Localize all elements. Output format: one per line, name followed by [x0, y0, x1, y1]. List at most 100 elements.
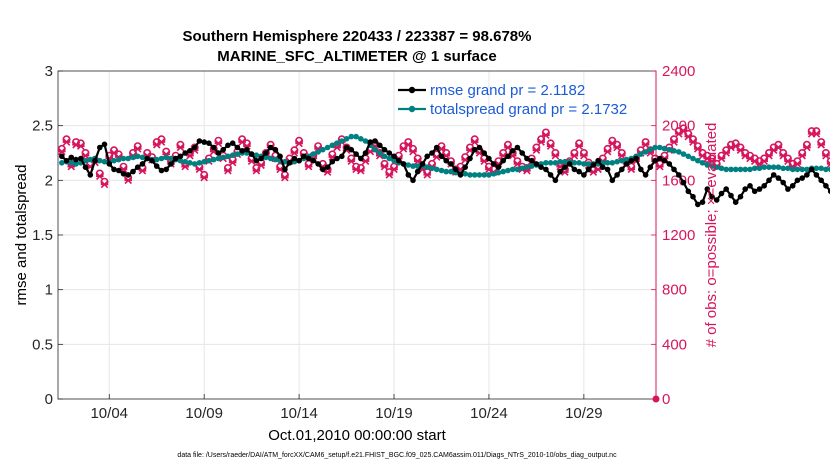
data-point [438, 153, 445, 160]
data-point [680, 151, 687, 157]
data-point [761, 183, 767, 189]
data-point [557, 158, 563, 165]
data-point [538, 164, 544, 170]
evaluated-obs-marker [157, 138, 166, 146]
data-point [818, 177, 824, 184]
data-point [685, 153, 692, 160]
data-point [723, 186, 729, 192]
data-point [73, 156, 79, 163]
data-point [158, 155, 165, 162]
data-point [448, 168, 454, 175]
data-point [115, 156, 122, 163]
data-point [386, 155, 393, 162]
evaluated-obs-marker [618, 151, 626, 160]
evaluated-obs-marker [409, 147, 417, 156]
evaluated-obs-marker [575, 142, 583, 150]
data-point [718, 190, 725, 197]
data-point [448, 161, 454, 167]
data-point [619, 157, 625, 164]
data-point [187, 148, 193, 154]
data-point [671, 166, 677, 173]
data-point [381, 146, 388, 153]
data-point [111, 166, 117, 173]
data-point [657, 144, 663, 151]
data-point [576, 168, 582, 175]
data-point [690, 193, 696, 200]
data-point [500, 157, 507, 164]
data-point [462, 171, 469, 177]
data-point [305, 155, 312, 162]
data-point [329, 142, 336, 149]
data-point [804, 172, 810, 178]
data-point [196, 160, 203, 166]
data-point [177, 157, 184, 164]
data-point [467, 155, 473, 162]
data-point [248, 151, 255, 157]
y-tick-label-right: 1200 [662, 227, 695, 244]
data-point [429, 150, 435, 156]
data-point [481, 172, 488, 178]
data-point [623, 161, 630, 167]
data-point [642, 172, 649, 178]
data-point [358, 155, 364, 162]
data-point [713, 197, 720, 203]
data-point [433, 144, 440, 151]
evaluated-obs-marker [603, 147, 612, 156]
data-point [253, 157, 260, 164]
data-point [732, 166, 739, 173]
data-point [467, 172, 473, 178]
data-point [443, 168, 450, 175]
data-point [709, 193, 715, 200]
data-point [789, 166, 796, 173]
evaluated-obs-marker [812, 130, 821, 138]
data-point [424, 164, 431, 170]
data-point [676, 149, 682, 155]
evaluated-obs-marker [826, 160, 830, 168]
data-point [581, 172, 587, 178]
data-point [82, 164, 89, 170]
data-point [524, 155, 530, 162]
data-point [291, 155, 298, 162]
data-point [514, 144, 521, 151]
data-point [187, 160, 193, 166]
data-point [324, 164, 331, 170]
data-point [177, 153, 184, 160]
data-point [272, 146, 279, 153]
x-tick-label: 10/09 [185, 405, 223, 422]
data-point [566, 161, 573, 167]
legend: rmse grand pr = 2.1182 totalspread grand … [398, 82, 627, 118]
data-point [704, 162, 711, 168]
data-point [429, 165, 435, 172]
data-point [495, 164, 502, 170]
data-point [585, 161, 592, 167]
data-point [258, 155, 264, 162]
data-point [68, 154, 75, 161]
data-point [134, 153, 141, 160]
data-point [471, 172, 478, 178]
x-tick-label: 10/04 [90, 405, 128, 422]
evaluated-obs-marker [655, 162, 664, 171]
evaluated-obs-marker [532, 146, 541, 155]
data-point [799, 166, 805, 173]
data-point [490, 171, 497, 177]
y-tick-label-right: 1600 [662, 172, 695, 189]
data-point [732, 199, 739, 205]
data-point [638, 166, 644, 173]
data-point [737, 193, 744, 200]
data-point [813, 172, 820, 178]
data-point [704, 186, 711, 192]
data-point [604, 166, 611, 173]
data-point [652, 157, 658, 164]
data-point [766, 177, 772, 184]
data-point [419, 161, 426, 167]
data-point [747, 166, 753, 173]
data-point [619, 166, 625, 173]
data-point [267, 144, 274, 151]
evaluated-obs-marker [124, 176, 133, 185]
evaluated-obs-marker [613, 143, 621, 152]
data-point [794, 177, 801, 184]
data-point [666, 161, 673, 167]
data-point [509, 166, 516, 173]
data-point [652, 144, 658, 151]
data-point [713, 164, 720, 170]
